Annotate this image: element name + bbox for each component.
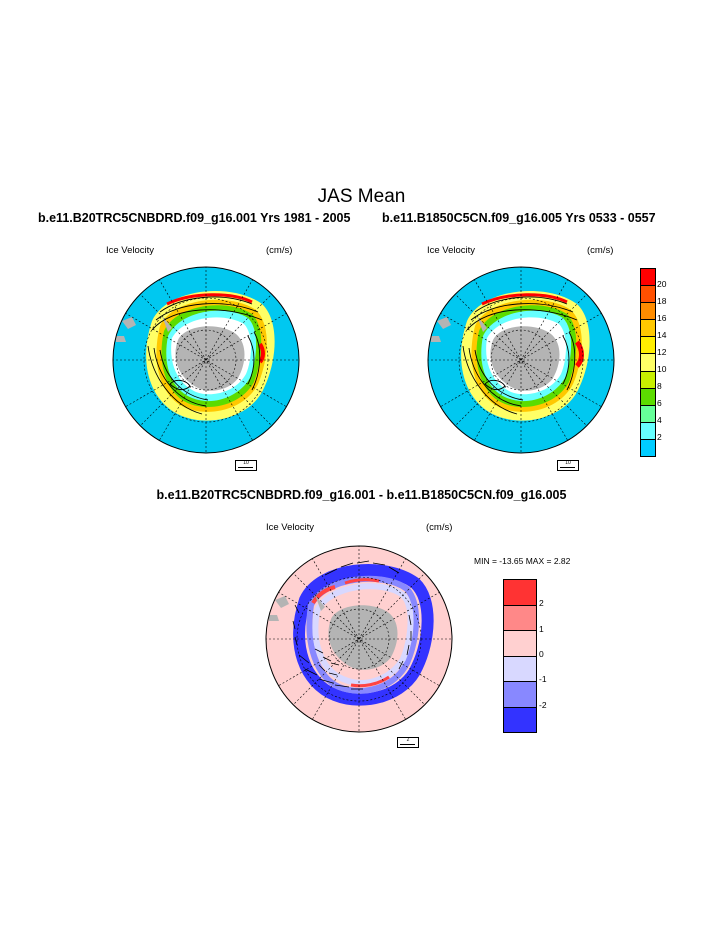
colorbar-segment [641,439,655,457]
colorbar-segment [641,303,655,321]
reference-vector-right: 10 [557,460,579,471]
colorbar-segment [504,707,536,732]
colorbar-segment [641,405,655,423]
panel1-units-label: (cm/s) [266,245,293,256]
colorbar-segment [641,320,655,338]
colorbar-tick-label: 10 [657,364,667,374]
colorbar-difference [503,579,537,733]
panel3-units-label: (cm/s) [426,522,453,533]
reference-vector-left-label: 10 [243,460,249,466]
colorbar-tick-label: 18 [657,296,667,306]
colorbar-tick-label: 2 [657,432,662,442]
colorbar-tick-label: 1 [539,623,544,634]
case-title-right: b.e11.B1850C5CN.f09_g16.005 Yrs 0533 - 0… [382,211,656,225]
case-title-left: b.e11.B20TRC5CNBDRD.f09_g16.001 Yrs 1981… [38,211,351,225]
reference-vector-difference-label: 2 [406,737,410,743]
panel2-units-label: (cm/s) [587,245,614,256]
panel3-field-label: Ice Velocity [266,522,315,533]
colorbar-tick-label: 20 [657,279,667,289]
map-panel-right [427,266,615,454]
colorbar-segment [504,682,536,708]
colorbar-segment [504,605,536,631]
colorbar-segment [504,631,536,657]
colorbar-segment [641,422,655,440]
reference-vector-left: 10 [235,460,257,471]
colorbar-segment [641,286,655,304]
colorbar-tick-label: 4 [657,415,662,425]
colorbar-segment [504,580,536,606]
panel2-field-label: Ice Velocity [427,245,476,256]
colorbar-tick-label: 16 [657,313,667,323]
reference-vector-right-label: 10 [565,460,571,466]
colorbar-top [640,268,656,457]
map-panel-difference [265,545,453,733]
minmax-label: MIN = -13.65 MAX = 2.82 [474,556,571,566]
map-panel-left [112,266,300,454]
colorbar-segment [641,388,655,406]
colorbar-tick-label: 14 [657,330,667,340]
colorbar-segment [504,656,536,682]
reference-vector-difference: 2 [397,737,419,748]
difference-title: b.e11.B20TRC5CNBDRD.f09_g16.001 - b.e11.… [156,488,567,502]
colorbar-segment [641,371,655,389]
colorbar-tick-label: -1 [539,674,547,685]
antarctica [162,316,245,391]
colorbar-segment [641,354,655,372]
colorbar-tick-label: 6 [657,398,662,408]
figure-title: JAS Mean [317,186,406,207]
colorbar-tick-label: -2 [539,699,547,710]
colorbar-tick-label: 0 [539,649,544,659]
panel1-field-label: Ice Velocity [106,245,155,256]
colorbar-segment [641,269,655,287]
colorbar-tick-label: 2 [539,598,544,609]
colorbar-tick-label: 8 [657,381,662,391]
colorbar-tick-label: 12 [657,347,667,357]
colorbar-segment [641,337,655,355]
